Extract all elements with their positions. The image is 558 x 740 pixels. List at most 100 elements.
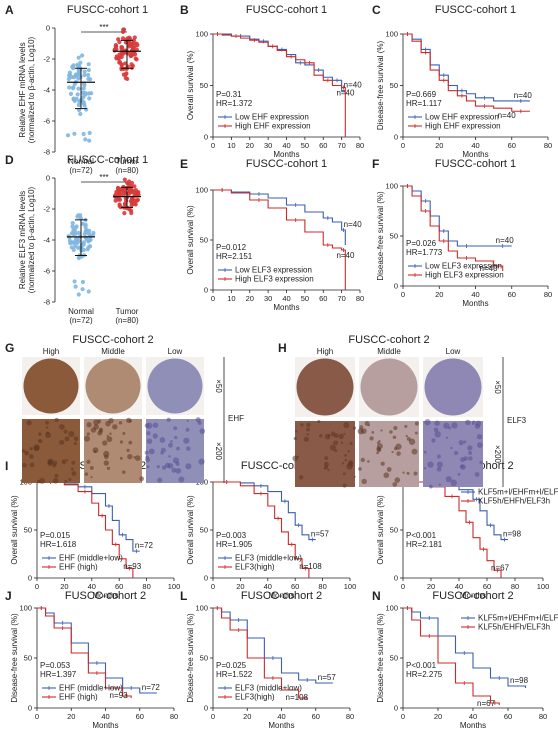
y-axis-label: Overall survival (%) [186, 495, 195, 565]
panel-title: FUSCC-cohort 1 [435, 158, 516, 170]
x-tick-label: 60 [319, 294, 327, 303]
x-tick-label: 40 [471, 141, 479, 150]
data-point [87, 244, 93, 249]
x-tick-label: 0 [35, 712, 39, 721]
nucleus [73, 441, 77, 446]
data-point [67, 85, 72, 90]
legend-label: Low EHF expression [425, 113, 499, 122]
survival-curve [37, 607, 132, 698]
nucleus [159, 437, 166, 443]
x-tick-label: 40 [101, 712, 109, 721]
data-point [129, 62, 134, 67]
y-axis-label: Relative ELF3 mRNA levels [18, 191, 27, 289]
data-point [74, 96, 79, 101]
nucleus [195, 417, 201, 423]
y-tick-label: 100 [195, 186, 208, 195]
group-n-label: (n=72) [69, 166, 93, 175]
panel-title: FUSCC-cohort 1 [435, 4, 516, 16]
n-label: n=72 [135, 541, 154, 550]
y-tick-label: 0 [204, 286, 208, 295]
nucleus [66, 459, 69, 462]
data-point [71, 231, 76, 237]
p-value: P=0.669 [406, 90, 437, 99]
nucleus [405, 434, 408, 438]
nucleus [157, 477, 163, 483]
panel-title: FUSCC-cohort 2 [432, 590, 513, 602]
nucleus [458, 440, 464, 446]
p-value: P=0.31 [216, 90, 242, 99]
survival-curve [213, 33, 346, 137]
x-tick-label: 20 [236, 582, 244, 591]
data-point [81, 86, 86, 91]
group-label: Tumor [116, 157, 139, 166]
nucleus [29, 447, 33, 451]
data-point [80, 287, 85, 292]
nucleus [106, 434, 109, 438]
y-tick-label: 100 [385, 604, 398, 613]
nucleus [171, 467, 177, 473]
group-n-label: (n=80) [115, 316, 139, 325]
nucleus [477, 442, 483, 448]
data-point [86, 72, 91, 78]
survival-curve [213, 481, 310, 578]
x-axis-label: Months [273, 303, 299, 312]
x-tick-label: 60 [312, 712, 320, 721]
x-tick-label: 80 [318, 582, 326, 591]
y-tick-label: 100 [195, 604, 208, 613]
nucleus [70, 467, 74, 471]
data-point [134, 198, 140, 203]
x-tick-label: 100 [168, 582, 181, 591]
nucleus [428, 484, 433, 489]
y-axis-label: Overall survival (%) [186, 205, 195, 275]
panel-title: FUSCC-cohort 2 [348, 334, 429, 346]
data-point [84, 237, 89, 242]
nucleus [383, 472, 390, 479]
legend-label: EHF (high) [59, 563, 98, 572]
x-tick-label: 60 [504, 712, 512, 721]
x-tick-label: 60 [115, 582, 123, 591]
data-point [134, 47, 139, 52]
n-label: n=67 [491, 564, 510, 573]
data-point [121, 192, 126, 197]
nucleus [54, 417, 59, 423]
data-point [68, 91, 74, 96]
x-tick-label: 10 [227, 294, 235, 303]
nucleus [63, 429, 68, 434]
nucleus [86, 459, 91, 464]
x-tick-label: 80 [170, 712, 178, 721]
nucleus [168, 442, 173, 448]
nucleus [185, 427, 190, 432]
y-axis-label: Overall survival (%) [10, 495, 19, 565]
nucleus [119, 440, 124, 444]
nucleus [128, 440, 133, 445]
data-point [133, 187, 138, 193]
survival-curve [213, 33, 346, 92]
x-tick-label: 40 [88, 582, 96, 591]
y-tick-label: 50 [200, 81, 208, 90]
nucleus [168, 455, 171, 458]
data-point [70, 221, 75, 226]
x-tick-label: 30 [264, 294, 272, 303]
n-label: n=40 [344, 81, 363, 90]
data-point [81, 131, 86, 137]
group-label: Normal [68, 157, 94, 166]
nucleus [479, 460, 483, 465]
km-panel-c: C FUSCC-cohort 1 0 50 100 0 20 40 60 80 Months Dise… [372, 3, 552, 159]
nucleus [389, 430, 393, 434]
y-tick-label: 50 [200, 526, 208, 535]
legend-label: ELF3 (middle+low) [235, 554, 302, 563]
data-point [68, 241, 73, 246]
nucleus [437, 454, 441, 459]
nucleus [126, 448, 130, 453]
y-tick-label: 100 [385, 30, 398, 39]
y-axis-label: Overall survival (%) [186, 50, 195, 120]
y-axis-label: (normalized to β-actin, Log10) [27, 186, 36, 293]
x-tick-label: 0 [401, 141, 405, 150]
x-tick-label: 40 [282, 141, 290, 150]
legend-label: ELF3(high) [235, 693, 275, 702]
nucleus [360, 457, 365, 463]
